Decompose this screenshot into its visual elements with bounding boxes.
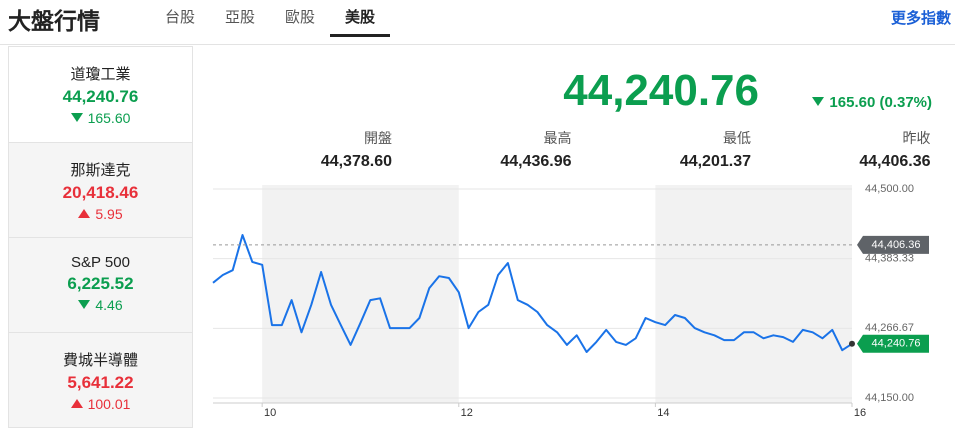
stat-value: 44,406.36 <box>859 153 931 170</box>
index-name: S&P 500 <box>71 254 130 271</box>
change-arrow <box>78 300 91 309</box>
x-tick-label: 12 <box>461 407 473 419</box>
annotation-label: 44,240.76 <box>872 338 921 350</box>
stat-label: 開盤 <box>364 130 392 146</box>
x-tick-label: 16 <box>854 407 866 419</box>
index-card[interactable]: S&P 500 6,225.52 4.46 <box>9 237 192 332</box>
index-change: 165.60 <box>9 110 192 126</box>
tab[interactable]: 亞股 <box>224 9 255 26</box>
change-text: 4.46 <box>95 297 123 313</box>
change-arrow <box>70 399 83 408</box>
y-tick-label: 44,383.33 <box>865 253 914 265</box>
shaded-band <box>262 185 459 403</box>
index-value: 20,418.46 <box>62 183 139 202</box>
last-point <box>849 340 855 347</box>
divider <box>0 44 955 45</box>
change-arrow <box>78 209 91 218</box>
change-text: 5.95 <box>95 206 123 222</box>
change-text: 165.60 (0.37%) <box>829 94 932 111</box>
annotation-box <box>857 334 929 353</box>
tabs: 台股 亞股 歐股 美股 <box>150 6 390 37</box>
tab[interactable]: 歐股 <box>284 9 315 26</box>
tab[interactable]: 美股 <box>330 6 390 37</box>
change-text: 165.60 <box>87 110 131 126</box>
x-tick-label: 10 <box>264 407 276 419</box>
y-tick-label: 44,150.00 <box>865 392 914 404</box>
price-change: 165.60 (0.37%) <box>812 94 932 111</box>
index-change: 5.95 <box>9 206 192 222</box>
more-link[interactable]: 更多指數 <box>890 10 951 27</box>
x-tick-label: 14 <box>657 407 669 419</box>
stat: 開盤 44,378.60 <box>222 128 392 171</box>
chart: 44,150.00 44,266.67 44,383.33 44,500.00 10 12… <box>212 183 929 419</box>
index-value: 44,240.76 <box>62 87 139 106</box>
change-text: 100.01 <box>87 396 131 412</box>
stat-label: 最低 <box>723 130 751 146</box>
y-tick-label: 44,266.67 <box>865 322 914 334</box>
stat: 昨收 44,406.36 <box>761 128 931 171</box>
price-line <box>212 234 853 353</box>
stat-label: 最高 <box>543 130 572 146</box>
index-value: 5,641.22 <box>67 373 134 392</box>
y-tick-label: 44,500.00 <box>865 183 914 195</box>
index-card[interactable]: 道瓊工業 44,240.76 165.60 <box>9 47 192 142</box>
annotation-label: 44,406.36 <box>872 239 921 251</box>
index-name: 那斯達克 <box>70 162 131 179</box>
annotation-box <box>857 235 929 254</box>
index-card[interactable]: 費城半導體 5,641.22 100.01 <box>9 332 192 427</box>
change-arrow <box>812 97 825 106</box>
tab[interactable]: 台股 <box>164 9 195 26</box>
index-card[interactable]: 那斯達克 20,418.46 5.95 <box>9 142 192 237</box>
index-list: 道瓊工業 44,240.76 165.60 那斯達克 20,418.46 5.95 S&P … <box>8 46 193 428</box>
index-name: 道瓊工業 <box>70 66 131 83</box>
change-arrow <box>70 113 83 122</box>
stat: 最低 44,201.37 <box>581 128 751 171</box>
current-price: 44,240.76 <box>563 66 759 115</box>
stat-value: 44,201.37 <box>679 153 751 170</box>
index-change: 100.01 <box>9 396 192 412</box>
index-name: 費城半導體 <box>62 352 138 369</box>
shaded-band <box>655 185 852 403</box>
index-value: 6,225.52 <box>67 274 134 293</box>
stat-value: 44,436.96 <box>500 153 572 170</box>
stat: 最高 44,436.96 <box>402 128 572 171</box>
page-title: 大盤行情 <box>8 8 100 34</box>
index-change: 4.46 <box>9 297 192 313</box>
stat-value: 44,378.60 <box>320 153 392 170</box>
stat-label: 昨收 <box>902 130 931 146</box>
